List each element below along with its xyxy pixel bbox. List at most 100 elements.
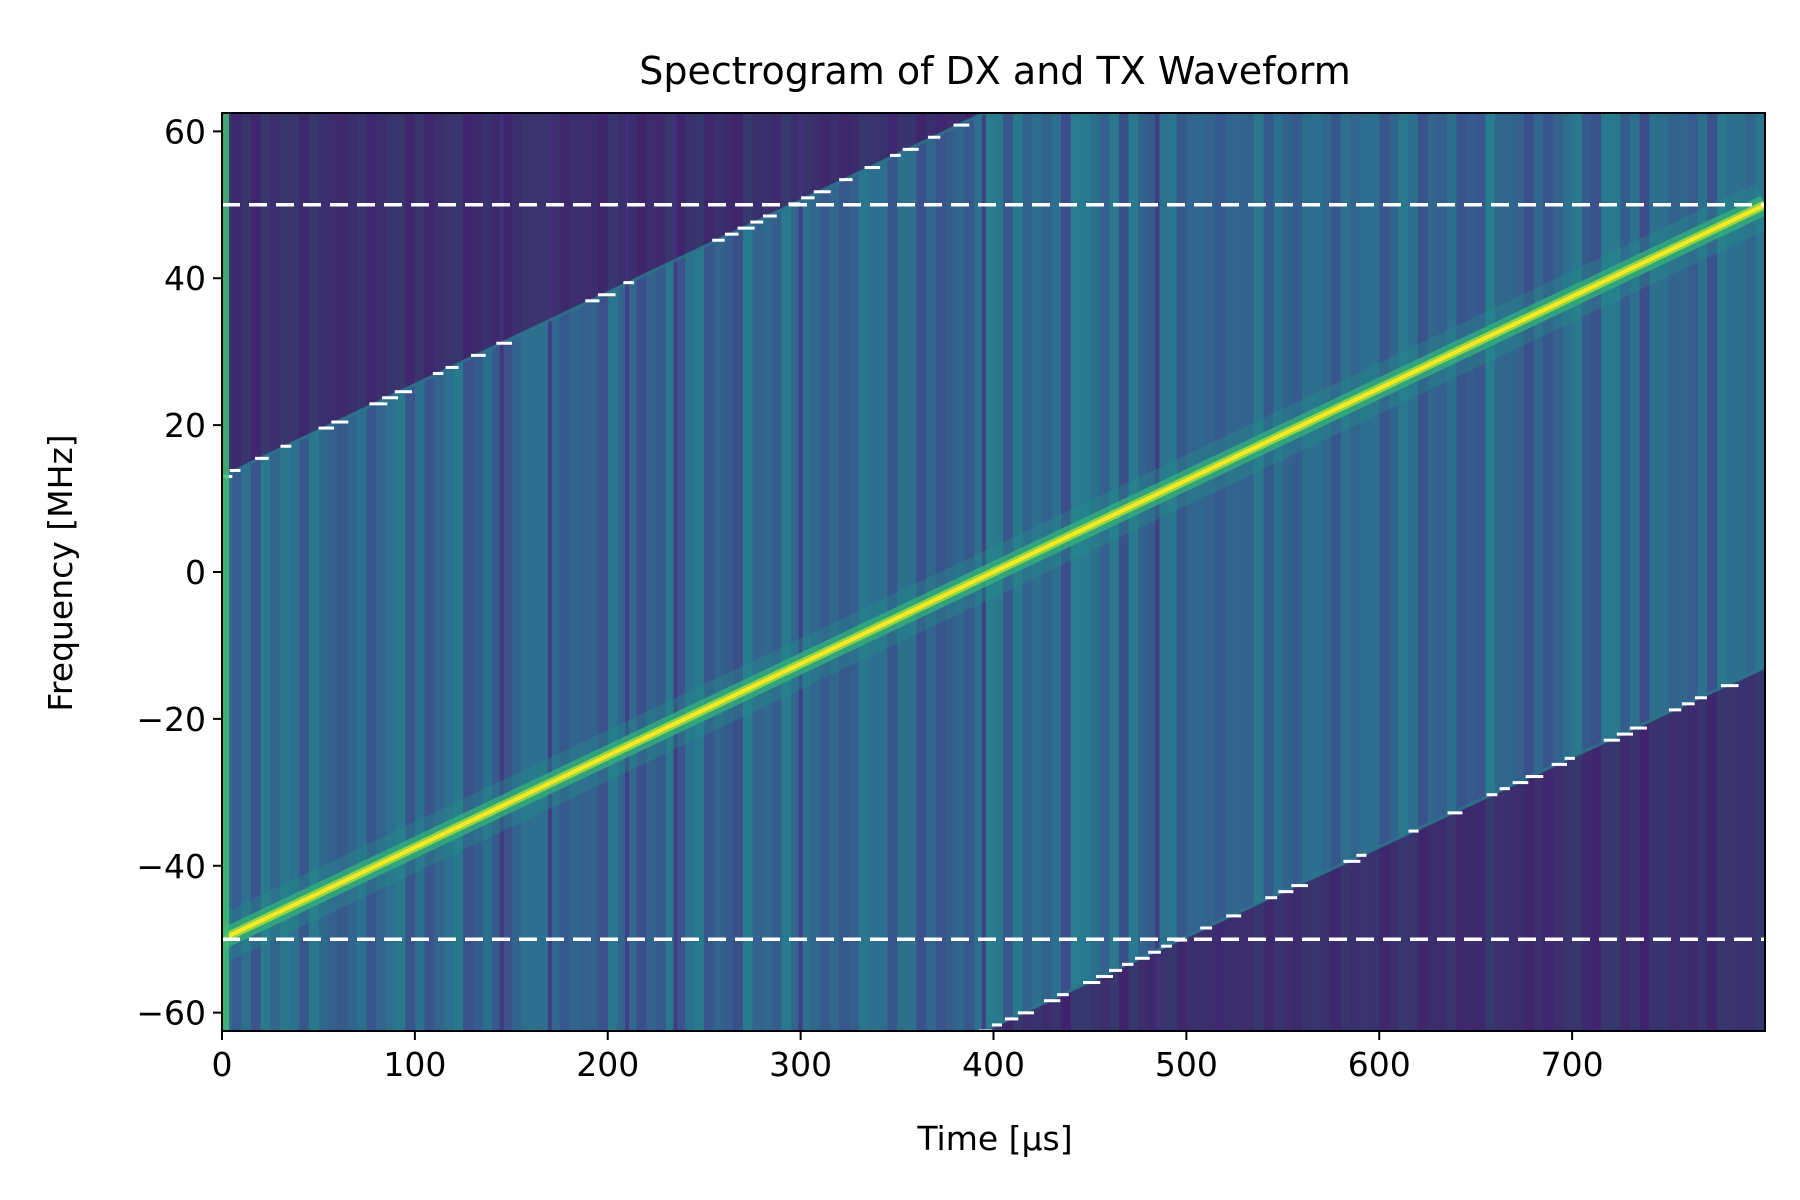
spectrogram-column xyxy=(1398,113,1409,1031)
spectrogram-column xyxy=(684,113,696,1031)
alias-dash xyxy=(1668,708,1682,712)
spectrogram-column xyxy=(1485,113,1496,1031)
y-tick-label: 60 xyxy=(164,112,206,151)
spectrogram-column xyxy=(1591,113,1602,1031)
alias-dash xyxy=(1096,974,1113,978)
alias-dash xyxy=(1122,962,1134,966)
plot-area xyxy=(222,113,1765,1031)
spectrogram-column xyxy=(1224,113,1236,1031)
spectrogram-column xyxy=(1581,113,1593,1031)
spectrogram-column xyxy=(1138,113,1149,1031)
spectrogram-column xyxy=(453,113,464,1031)
alias-dash xyxy=(1200,926,1213,930)
spectrogram-column xyxy=(1726,113,1737,1031)
chart-title: Spectrogram of DX and TX Waveform xyxy=(639,49,1350,93)
spectrogram-column xyxy=(1080,113,1091,1031)
spectrogram-column xyxy=(1639,113,1650,1031)
spectrogram-column xyxy=(414,113,426,1031)
alias-dash xyxy=(750,220,764,224)
spectrogram-column xyxy=(1128,113,1139,1031)
spectrogram-column xyxy=(559,113,570,1031)
spectrogram-column xyxy=(1012,113,1024,1031)
alias-dash xyxy=(1226,914,1242,918)
spectrogram-column xyxy=(1157,113,1168,1031)
x-tick-label: 500 xyxy=(1155,1045,1218,1084)
spectrogram-column xyxy=(1755,113,1765,1031)
spectrogram-column xyxy=(1263,113,1274,1031)
spectrogram-column xyxy=(1514,113,1525,1031)
spectrogram-column xyxy=(434,113,445,1031)
spectrogram-column xyxy=(1543,113,1554,1031)
spectrogram-column xyxy=(1562,113,1573,1031)
spectrogram-column xyxy=(279,113,291,1031)
spectrogram-column xyxy=(1311,113,1322,1031)
spectrogram-column xyxy=(1282,113,1294,1031)
y-axis: −60 −40 −20 0 20 40 60 xyxy=(136,112,222,1033)
spectrogram-column xyxy=(1234,113,1245,1031)
spectrogram-column xyxy=(424,113,435,1031)
spectrogram-column xyxy=(1022,113,1033,1031)
spectrogram-column xyxy=(1707,113,1718,1031)
alias-dash xyxy=(1694,696,1707,700)
spectrogram-column xyxy=(964,113,975,1031)
spectrogram-column xyxy=(511,113,522,1031)
y-tick-label: −60 xyxy=(136,994,206,1033)
spectrogram-column xyxy=(839,113,850,1031)
spectrogram-column xyxy=(1051,113,1062,1031)
spectrogram-column xyxy=(308,113,320,1031)
spectrogram-column xyxy=(231,113,242,1031)
spectrogram-column xyxy=(1427,113,1438,1031)
alias-dash xyxy=(762,214,777,218)
spectrogram-column xyxy=(1610,113,1621,1031)
spectrogram-column xyxy=(713,113,725,1031)
spectrogram-column xyxy=(1109,113,1120,1031)
spectrogram-column xyxy=(1061,113,1072,1031)
spectrogram-column xyxy=(1523,113,1535,1031)
spectrogram-column xyxy=(1302,113,1313,1031)
spectrogram-column xyxy=(1331,113,1342,1031)
alias-dash xyxy=(382,396,399,400)
spectrogram-column xyxy=(906,113,917,1031)
spectrogram-column xyxy=(810,113,821,1031)
spectrogram-column xyxy=(1196,113,1207,1031)
spectrogram-column xyxy=(385,113,397,1031)
spectrogram-column xyxy=(742,113,754,1031)
x-tick-label: 700 xyxy=(1541,1045,1604,1084)
spectrogram-column xyxy=(337,113,348,1031)
dark-band xyxy=(499,113,504,1031)
alias-dash xyxy=(280,444,292,448)
alias-dash xyxy=(1161,944,1172,948)
alias-dash xyxy=(470,353,486,357)
alias-dash xyxy=(1720,684,1739,688)
dark-band xyxy=(673,113,678,1031)
spectrogram-column xyxy=(299,113,310,1031)
alias-dash xyxy=(255,456,269,460)
alias-dash xyxy=(928,135,941,139)
upper-alias-chirp-dashes xyxy=(222,123,970,479)
spectrogram-column xyxy=(1668,113,1679,1031)
alias-dash xyxy=(1356,853,1367,857)
x-axis: 0 100 200 300 400 500 600 700 xyxy=(212,1031,1604,1084)
spectrogram-column xyxy=(1167,113,1178,1031)
spectrogram-column xyxy=(655,113,667,1031)
spectrogram-column xyxy=(318,113,329,1031)
spectrogram-column xyxy=(1032,113,1043,1031)
spectrogram-column xyxy=(935,113,946,1031)
alias-dash xyxy=(889,153,901,157)
spectrogram-column xyxy=(357,113,368,1031)
spectrogram-column xyxy=(1697,113,1708,1031)
spectrogram-column xyxy=(530,113,541,1031)
spectrogram-column xyxy=(675,113,686,1031)
alias-dash xyxy=(864,166,881,170)
spectrogram-column xyxy=(1494,113,1506,1031)
spectrogram-column xyxy=(1658,113,1670,1031)
x-axis-label: Time [µs] xyxy=(916,1119,1072,1158)
y-tick-label: −40 xyxy=(136,847,206,886)
spectrogram-column xyxy=(443,113,455,1031)
spectrogram-column xyxy=(1475,113,1486,1031)
spectrogram-column xyxy=(819,113,831,1031)
spectrogram-column xyxy=(1533,113,1544,1031)
spectrogram-column xyxy=(790,113,802,1031)
spectrogram-column xyxy=(1552,113,1564,1031)
spectrogram-column xyxy=(1437,113,1448,1031)
